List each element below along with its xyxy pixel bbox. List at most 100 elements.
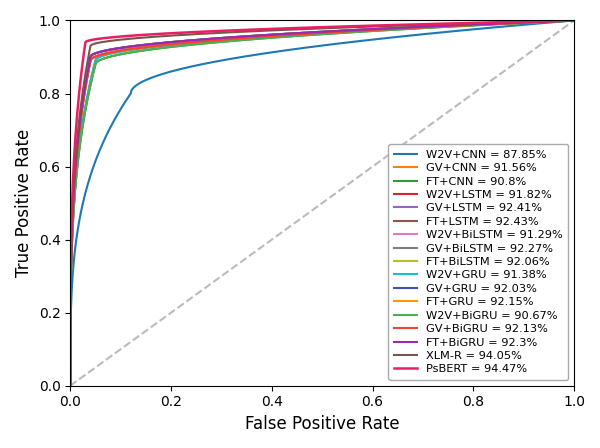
XLM-R = 94.05% bbox=[571, 18, 578, 23]
FT+CNN = 90.8% bbox=[571, 18, 578, 23]
GV+GRU = 92.03% bbox=[274, 33, 281, 39]
W2V+CNN = 87.85% bbox=[453, 28, 460, 34]
XLM-R = 94.05% bbox=[463, 21, 470, 26]
W2V+CNN = 87.85% bbox=[272, 49, 279, 55]
Line: GV+BiLSTM = 92.27%: GV+BiLSTM = 92.27% bbox=[70, 21, 574, 386]
GV+GRU = 92.03% bbox=[463, 22, 470, 28]
W2V+LSTM = 91.82% bbox=[254, 34, 262, 40]
FT+BiGRU = 92.3% bbox=[94, 50, 101, 56]
PsBERT = 94.47% bbox=[571, 18, 578, 23]
FT+GRU = 92.15% bbox=[254, 34, 262, 40]
FT+BiLSTM = 92.06% bbox=[454, 23, 461, 28]
FT+GRU = 92.15% bbox=[94, 53, 101, 59]
FT+GRU = 92.15% bbox=[463, 22, 470, 28]
GV+CNN = 91.56% bbox=[273, 33, 280, 39]
FT+CNN = 90.8% bbox=[94, 59, 101, 65]
FT+BiLSTM = 92.06% bbox=[463, 22, 470, 28]
Line: FT+BiGRU = 92.3%: FT+BiGRU = 92.3% bbox=[70, 21, 574, 386]
GV+GRU = 92.03% bbox=[254, 34, 262, 40]
W2V+CNN = 87.85% bbox=[67, 383, 74, 388]
Line: FT+CNN = 90.8%: FT+CNN = 90.8% bbox=[70, 21, 574, 386]
FT+CNN = 90.8% bbox=[254, 36, 261, 42]
Legend: W2V+CNN = 87.85%, GV+CNN = 91.56%, FT+CNN = 90.8%, W2V+LSTM = 91.82%, GV+LSTM = : W2V+CNN = 87.85%, GV+CNN = 91.56%, FT+CN… bbox=[388, 144, 568, 380]
W2V+BiLSTM = 91.29% bbox=[571, 18, 578, 23]
FT+GRU = 92.15% bbox=[571, 18, 578, 23]
W2V+GRU = 91.38% bbox=[94, 56, 101, 61]
W2V+BiLSTM = 91.29% bbox=[463, 22, 470, 28]
FT+BiGRU = 92.3% bbox=[571, 18, 578, 23]
Line: W2V+BiLSTM = 91.29%: W2V+BiLSTM = 91.29% bbox=[70, 21, 574, 386]
XLM-R = 94.05% bbox=[67, 383, 74, 388]
Line: W2V+GRU = 91.38%: W2V+GRU = 91.38% bbox=[70, 21, 574, 386]
GV+LSTM = 92.41% bbox=[254, 33, 262, 38]
FT+BiLSTM = 92.06% bbox=[274, 33, 281, 39]
Line: W2V+BiGRU = 90.67%: W2V+BiGRU = 90.67% bbox=[70, 21, 574, 386]
W2V+GRU = 91.38% bbox=[273, 33, 280, 39]
GV+BiGRU = 92.13% bbox=[67, 383, 74, 388]
W2V+BiLSTM = 91.29% bbox=[454, 23, 461, 28]
W2V+BiGRU = 90.67% bbox=[273, 34, 280, 40]
GV+BiLSTM = 92.27% bbox=[67, 383, 74, 388]
GV+BiGRU = 92.13% bbox=[463, 22, 470, 28]
GV+GRU = 92.03% bbox=[67, 383, 74, 388]
FT+GRU = 92.15% bbox=[274, 33, 281, 39]
Line: FT+LSTM = 92.43%: FT+LSTM = 92.43% bbox=[70, 21, 574, 386]
GV+GRU = 92.03% bbox=[571, 18, 578, 23]
FT+BiLSTM = 92.06% bbox=[67, 383, 74, 388]
W2V+BiGRU = 90.67% bbox=[404, 26, 411, 32]
FT+CNN = 90.8% bbox=[404, 26, 411, 32]
W2V+BiLSTM = 91.29% bbox=[273, 33, 280, 39]
GV+BiGRU = 92.13% bbox=[454, 23, 461, 28]
W2V+CNN = 87.85% bbox=[253, 52, 260, 57]
FT+BiGRU = 92.3% bbox=[67, 383, 74, 388]
PsBERT = 94.47% bbox=[463, 20, 470, 26]
W2V+LSTM = 91.82% bbox=[274, 33, 281, 39]
FT+CNN = 90.8% bbox=[273, 34, 280, 40]
Line: GV+CNN = 91.56%: GV+CNN = 91.56% bbox=[70, 21, 574, 386]
X-axis label: False Positive Rate: False Positive Rate bbox=[245, 415, 400, 433]
Line: GV+GRU = 92.03%: GV+GRU = 92.03% bbox=[70, 21, 574, 386]
XLM-R = 94.05% bbox=[94, 40, 101, 46]
GV+CNN = 91.56% bbox=[454, 23, 461, 28]
GV+CNN = 91.56% bbox=[571, 18, 578, 23]
FT+LSTM = 92.43% bbox=[463, 22, 470, 27]
XLM-R = 94.05% bbox=[454, 21, 461, 26]
GV+LSTM = 92.41% bbox=[454, 22, 461, 28]
W2V+CNN = 87.85% bbox=[403, 33, 410, 39]
FT+BiLSTM = 92.06% bbox=[404, 26, 411, 31]
FT+BiLSTM = 92.06% bbox=[254, 34, 262, 40]
W2V+BiGRU = 90.67% bbox=[67, 383, 74, 388]
Line: W2V+CNN = 87.85%: W2V+CNN = 87.85% bbox=[70, 21, 574, 386]
FT+GRU = 92.15% bbox=[67, 383, 74, 388]
GV+BiGRU = 92.13% bbox=[404, 26, 411, 31]
FT+CNN = 90.8% bbox=[454, 24, 461, 29]
GV+CNN = 91.56% bbox=[404, 26, 411, 31]
GV+GRU = 92.03% bbox=[454, 23, 461, 28]
W2V+BiGRU = 90.67% bbox=[463, 23, 470, 28]
GV+BiGRU = 92.13% bbox=[254, 34, 262, 40]
W2V+LSTM = 91.82% bbox=[404, 26, 411, 31]
GV+BiLSTM = 92.27% bbox=[274, 32, 281, 37]
XLM-R = 94.05% bbox=[404, 23, 411, 28]
Line: PsBERT = 94.47%: PsBERT = 94.47% bbox=[70, 21, 574, 386]
GV+BiLSTM = 92.27% bbox=[463, 22, 470, 27]
Line: FT+BiLSTM = 92.06%: FT+BiLSTM = 92.06% bbox=[70, 21, 574, 386]
FT+BiLSTM = 92.06% bbox=[571, 18, 578, 23]
PsBERT = 94.47% bbox=[254, 27, 262, 32]
FT+LSTM = 92.43% bbox=[571, 18, 578, 23]
FT+BiGRU = 92.3% bbox=[254, 33, 262, 38]
Line: GV+BiGRU = 92.13%: GV+BiGRU = 92.13% bbox=[70, 21, 574, 386]
GV+BiLSTM = 92.27% bbox=[254, 33, 262, 38]
GV+BiGRU = 92.13% bbox=[571, 18, 578, 23]
GV+GRU = 92.03% bbox=[404, 26, 411, 31]
GV+LSTM = 92.41% bbox=[67, 383, 74, 388]
W2V+BiGRU = 90.67% bbox=[571, 18, 578, 23]
FT+GRU = 92.15% bbox=[404, 26, 411, 31]
FT+CNN = 90.8% bbox=[463, 23, 470, 28]
W2V+GRU = 91.38% bbox=[404, 26, 411, 31]
GV+LSTM = 92.41% bbox=[571, 18, 578, 23]
XLM-R = 94.05% bbox=[274, 27, 281, 33]
W2V+GRU = 91.38% bbox=[463, 22, 470, 28]
W2V+GRU = 91.38% bbox=[67, 383, 74, 388]
GV+BiGRU = 92.13% bbox=[274, 33, 281, 39]
